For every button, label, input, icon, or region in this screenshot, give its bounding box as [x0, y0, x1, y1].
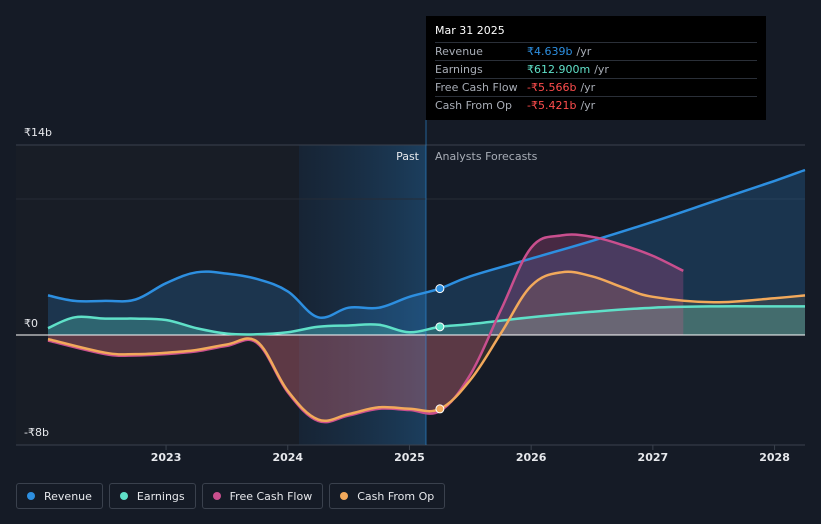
x-tick-label: 2023 [151, 451, 182, 464]
tooltip-row-revenue: Revenue ₹4.639b /yr [435, 42, 757, 60]
past-shade-region [299, 145, 426, 445]
tooltip-value: -₹5.566b [527, 81, 577, 94]
forecast-label: Analysts Forecasts [435, 150, 538, 163]
x-tick-label: 2026 [516, 451, 547, 464]
revenue-dot-icon [27, 492, 35, 500]
tooltip-panel: Mar 31 2025 Revenue ₹4.639b /yr Earnings… [426, 16, 766, 120]
x-tick-label: 2025 [394, 451, 425, 464]
past-background [16, 145, 299, 445]
legend-item-earnings[interactable]: Earnings [108, 483, 196, 509]
x-axis-ticks: 2023 2024 2025 2026 2027 2028 [151, 445, 790, 464]
tooltip-value: -₹5.421b [527, 99, 577, 112]
tooltip-value: ₹612.900m [527, 63, 591, 76]
tooltip-label: Revenue [435, 45, 483, 58]
x-tick-label: 2028 [759, 451, 790, 464]
legend-label: Cash From Op [357, 489, 435, 503]
tooltip-unit: /yr [580, 81, 596, 94]
earnings-area [48, 306, 805, 335]
tooltip-unit: /yr [580, 99, 596, 112]
tooltip-row-earnings: Earnings ₹612.900m /yr [435, 60, 757, 78]
tooltip-row-free-cash-flow: Free Cash Flow -₹5.566b /yr [435, 78, 757, 96]
past-label: Past [396, 150, 420, 163]
legend-label: Earnings [136, 489, 185, 503]
highlight-dots [435, 284, 445, 414]
series-lines [47, 168, 806, 424]
tooltip-unit: /yr [594, 63, 609, 76]
legend-label: Revenue [44, 489, 92, 503]
cash-from-op-dot-icon [340, 492, 349, 500]
cash-from-op-line [47, 270, 806, 423]
x-tick-label: 2024 [272, 451, 303, 464]
free-cash-flow-line [47, 233, 684, 424]
revenue-line [47, 168, 806, 320]
revenue-area [48, 170, 805, 335]
tooltip-label: Earnings [435, 63, 483, 76]
free-cash-flow-dot-icon [212, 492, 221, 500]
legend: Revenue Earnings Free Cash Flow Cash Fro… [16, 483, 446, 509]
cash-from-op-highlight-point[interactable] [435, 404, 445, 414]
legend-item-free-cash-flow[interactable]: Free Cash Flow [201, 483, 324, 509]
y-label-bottom: -₹8b [24, 426, 49, 439]
earnings-highlight-point[interactable] [435, 322, 445, 332]
tooltip-unit: /yr [576, 45, 592, 58]
y-label-zero: ₹0 [24, 317, 38, 330]
legend-item-revenue[interactable]: Revenue [16, 483, 103, 509]
revenue-highlight-point[interactable] [435, 284, 445, 294]
tooltip-date: Mar 31 2025 [435, 24, 505, 37]
earnings-dot-icon [119, 492, 128, 500]
earnings-line [47, 305, 805, 336]
free-cash-flow-area [48, 234, 684, 423]
tooltip-label: Free Cash Flow [435, 81, 518, 94]
legend-label: Free Cash Flow [229, 489, 313, 503]
tooltip-label: Cash From Op [435, 99, 513, 112]
tooltip-row-cash-from-op: Cash From Op -₹5.421b /yr [435, 96, 757, 114]
tooltip-value: ₹4.639b [527, 45, 573, 58]
legend-item-cash-from-op[interactable]: Cash From Op [329, 483, 446, 509]
x-tick-label: 2027 [638, 451, 669, 464]
y-label-top: ₹14b [24, 126, 52, 139]
